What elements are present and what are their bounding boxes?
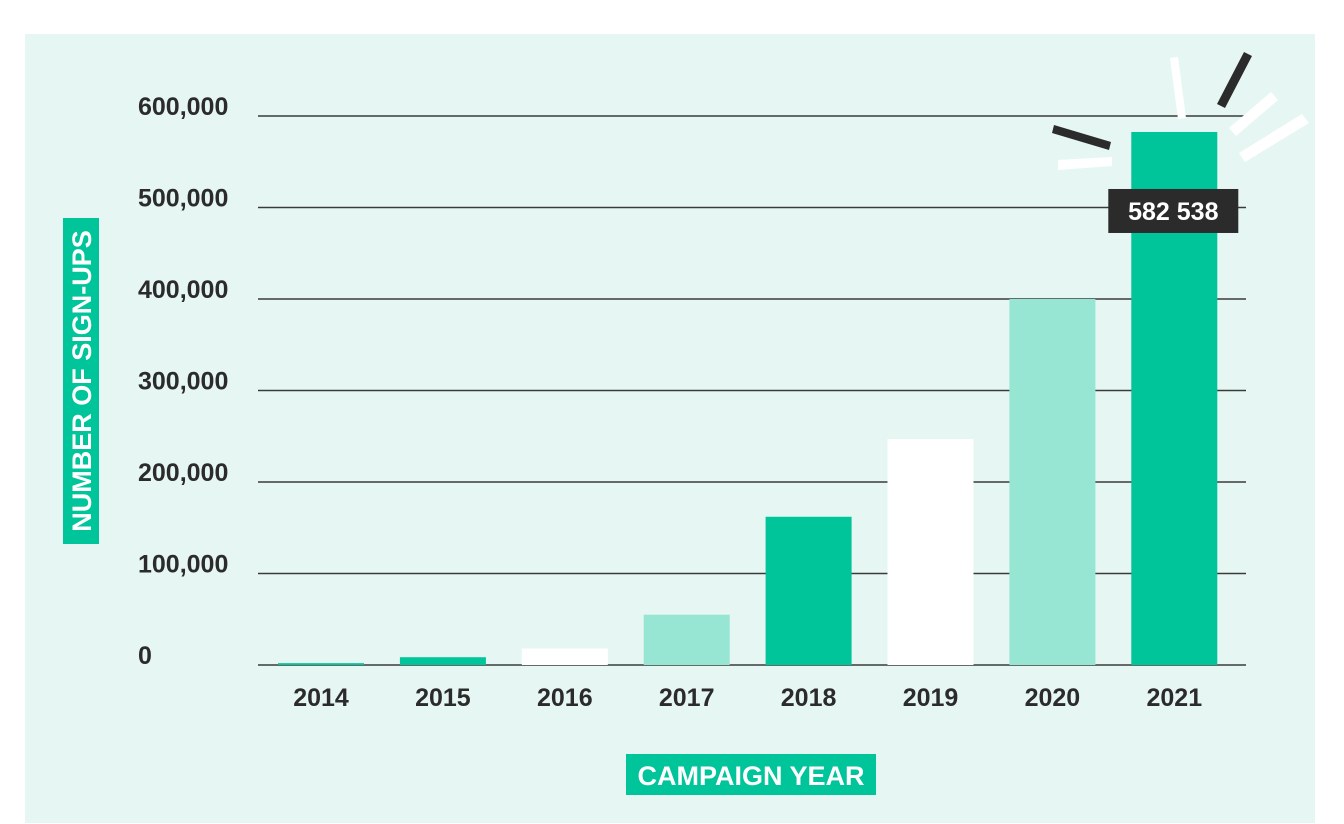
bars <box>278 131 1218 666</box>
y-axis-title-box <box>63 218 99 544</box>
bar-2020 <box>1009 299 1096 665</box>
bar-2019 <box>887 438 974 665</box>
bar-2015 <box>399 657 486 665</box>
highlight-burst-decoration <box>1052 52 1309 170</box>
x-tick-labels: 2014 2015 2016 2017 2018 2019 2020 2021 <box>293 684 1202 712</box>
value-callout-label: 582 538 <box>1128 198 1218 226</box>
y-tick-label: 600,000 <box>138 93 228 121</box>
y-axis-title-group: NUMBER OF SIGN-UPS <box>63 218 99 544</box>
burst-stroke <box>1052 125 1111 150</box>
y-tick-label: 100,000 <box>138 551 228 579</box>
value-callout-box <box>1108 188 1239 233</box>
burst-stroke <box>1229 92 1278 136</box>
x-axis-title: CAMPAIGN YEAR <box>637 761 864 791</box>
x-tick-label: 2020 <box>1025 684 1081 712</box>
y-tick-label: 400,000 <box>138 276 228 304</box>
y-tick-label: 500,000 <box>138 185 228 213</box>
bar-2018 <box>765 516 852 665</box>
x-tick-label: 2021 <box>1146 684 1202 712</box>
y-tick-labels: 0 100,000 200,000 300,000 400,000 500,000 600,… <box>138 93 228 670</box>
x-tick-label: 2014 <box>293 684 349 712</box>
burst-stroke <box>1239 114 1309 162</box>
x-tick-label: 2015 <box>415 684 471 712</box>
x-tick-label: 2016 <box>537 684 593 712</box>
y-tick-label: 200,000 <box>138 459 228 487</box>
y-tick-label: 300,000 <box>138 368 228 396</box>
bar-2014 <box>278 663 364 665</box>
x-tick-label: 2018 <box>781 684 837 712</box>
value-callout: 582 538 <box>1108 188 1239 233</box>
x-tick-label: 2017 <box>659 684 715 712</box>
gridlines <box>258 115 1246 666</box>
x-axis-title-box <box>626 754 876 795</box>
x-tick-label: 2019 <box>903 684 959 712</box>
y-tick-label: 0 <box>138 642 152 670</box>
bar-2016 <box>521 648 608 665</box>
burst-stroke <box>1170 57 1186 119</box>
burst-stroke <box>1217 52 1252 108</box>
burst-stroke <box>1058 157 1112 170</box>
bar-2017 <box>643 614 730 665</box>
x-axis-title-group: CAMPAIGN YEAR <box>626 754 876 795</box>
y-axis-title: NUMBER OF SIGN-UPS <box>67 230 97 532</box>
